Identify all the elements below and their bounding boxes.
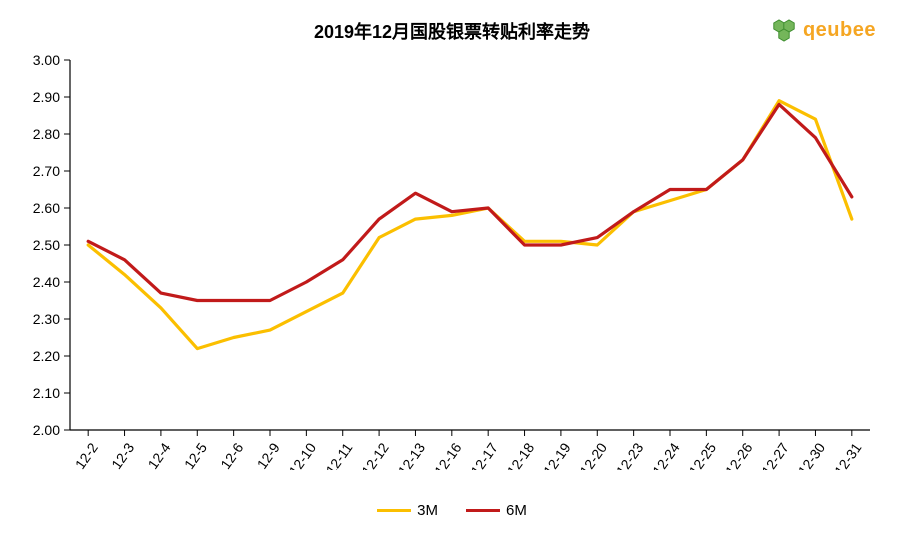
chart-container: 2019年12月国股银票转贴利率走势 qeubee 2.002.102.202.…: [0, 0, 904, 533]
x-tick-label: 12-13: [395, 440, 429, 470]
x-tick-label: 12-18: [504, 440, 538, 470]
series-line-6M: [88, 104, 852, 300]
legend-swatch: [466, 509, 500, 512]
y-tick-label: 2.20: [33, 348, 60, 364]
x-tick-label: 12-26: [722, 440, 756, 470]
x-tick-label: 12-5: [181, 440, 210, 470]
y-tick-label: 2.30: [33, 311, 60, 327]
x-tick-label: 12-9: [254, 440, 283, 470]
y-tick-label: 2.50: [33, 237, 60, 253]
x-tick-label: 12-25: [685, 440, 719, 470]
x-tick-label: 12-19: [540, 440, 574, 470]
x-tick-label: 12-4: [145, 440, 174, 470]
x-tick-label: 12-16: [431, 440, 465, 470]
x-tick-label: 12-24: [649, 440, 683, 470]
x-tick-label: 12-11: [322, 440, 355, 470]
x-tick-label: 12-6: [217, 440, 246, 470]
legend-swatch: [377, 509, 411, 512]
series-line-3M: [88, 101, 852, 349]
hex-cluster-icon: [769, 16, 797, 44]
y-tick-label: 2.00: [33, 422, 60, 438]
y-tick-label: 2.90: [33, 89, 60, 105]
y-tick-label: 2.70: [33, 163, 60, 179]
y-tick-label: 2.80: [33, 126, 60, 142]
y-tick-label: 3.00: [33, 52, 60, 68]
legend-item-3M: 3M: [377, 502, 438, 519]
legend-item-6M: 6M: [466, 502, 527, 519]
y-tick-label: 2.60: [33, 200, 60, 216]
line-chart: 2.00 2.10 2.20 2.30 2.40 2.50 2.60 2.70 2.80 2.90…: [0, 0, 904, 470]
x-tick-label: 12-31: [831, 440, 865, 470]
x-tick-label: 12-12: [358, 440, 392, 470]
legend-label: 6M: [506, 502, 527, 519]
x-tick-label: 12-2: [72, 440, 101, 470]
y-tick-label: 2.40: [33, 274, 60, 290]
x-tick-label: 12-3: [108, 440, 137, 470]
y-tick-label: 2.10: [33, 385, 60, 401]
x-tick-label: 12-27: [758, 440, 792, 470]
x-tick-label: 12-20: [576, 440, 610, 470]
brand-text: qeubee: [803, 19, 876, 42]
x-tick-label: 12-23: [613, 440, 647, 470]
chart-legend: 3M 6M: [0, 499, 904, 519]
legend-label: 3M: [417, 502, 438, 519]
x-tick-label: 12-17: [467, 440, 501, 470]
x-tick-label: 12-30: [795, 440, 829, 470]
x-tick-label: 12-10: [285, 440, 319, 470]
brand-logo: qeubee: [769, 16, 876, 44]
